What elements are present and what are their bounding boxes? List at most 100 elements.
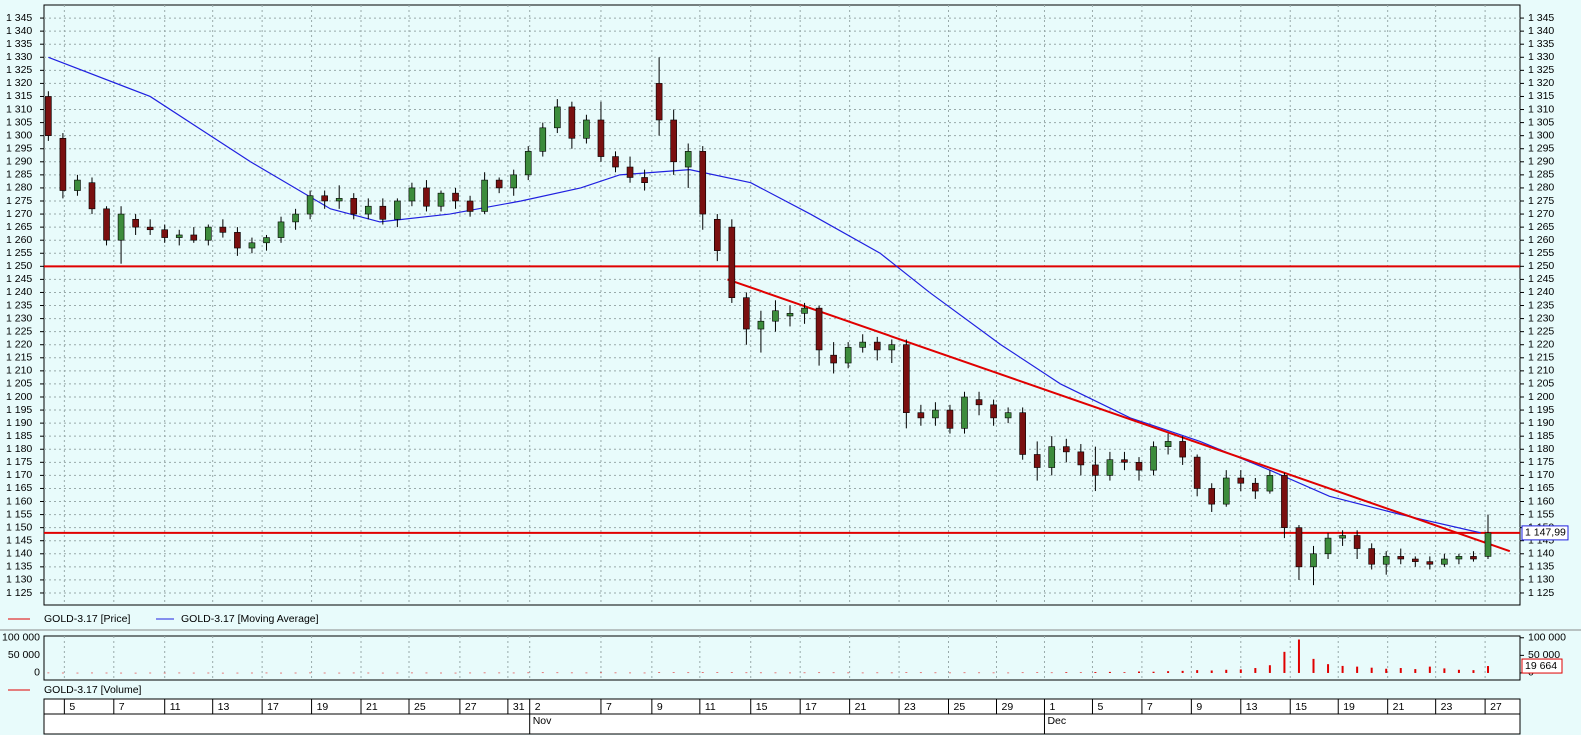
y-tick-label: 1 235 <box>1528 299 1554 311</box>
candle-body <box>1019 412 1026 455</box>
volume-bar <box>687 672 690 674</box>
candle-body <box>1092 464 1099 476</box>
y-tick-label: 1 150 <box>6 521 32 533</box>
y-tick-label: 1 195 <box>6 404 32 416</box>
y-tick-label: 1 125 <box>1528 587 1554 599</box>
y-tick-label: 1 160 <box>1528 495 1554 507</box>
volume-bar <box>1312 658 1315 673</box>
candle-body <box>583 119 590 139</box>
volume-tick-label: 100 000 <box>2 632 40 644</box>
x-tick-label: 23 <box>1441 701 1453 713</box>
volume-bar <box>1079 672 1082 673</box>
x-tick-label: 5 <box>1097 701 1103 713</box>
volume-bar <box>745 672 748 674</box>
x-tick-label: 17 <box>267 701 279 713</box>
volume-bar <box>1094 672 1097 673</box>
y-tick-label: 1 185 <box>1528 430 1554 442</box>
candle-body <box>321 195 328 202</box>
y-tick-label: 1 340 <box>6 25 32 37</box>
volume-bar <box>1341 665 1344 673</box>
y-tick-label: 1 165 <box>6 482 32 494</box>
candle-body <box>655 83 663 121</box>
candle-body <box>990 404 997 419</box>
volume-bar <box>556 672 559 674</box>
volume-bar <box>629 672 632 674</box>
volume-bar <box>1268 665 1271 673</box>
y-tick-label: 1 180 <box>1528 443 1554 455</box>
month-label: Nov <box>533 715 552 727</box>
candle-body <box>292 213 299 223</box>
y-tick-label: 1 130 <box>1528 574 1554 586</box>
x-tick-label: 21 <box>366 701 378 713</box>
x-tick-label: 25 <box>414 701 426 713</box>
volume-bar <box>818 672 821 674</box>
candle-body <box>1033 454 1041 468</box>
candle-body <box>277 221 285 238</box>
volume-bar <box>367 672 370 674</box>
candle-body <box>568 106 576 139</box>
y-tick-label: 1 185 <box>6 430 32 442</box>
candle-body <box>917 412 925 419</box>
candle-body <box>699 151 707 215</box>
volume-bar <box>963 672 966 674</box>
candle-body <box>1324 537 1332 555</box>
y-tick-label: 1 145 <box>6 534 32 546</box>
volume-bar <box>1225 669 1228 673</box>
candle-body <box>1310 553 1317 568</box>
y-tick-label: 1 310 <box>6 103 32 115</box>
candle-body <box>132 218 139 228</box>
y-tick-label: 1 345 <box>6 12 32 24</box>
volume-bar <box>1399 668 1402 673</box>
volume-tick-label: 50 000 <box>8 649 40 661</box>
volume-bar <box>250 672 253 674</box>
candle-body <box>234 232 241 249</box>
volume-bar <box>410 672 413 674</box>
volume-bar <box>236 672 239 674</box>
candle-body <box>219 226 227 233</box>
volume-bar <box>454 672 457 674</box>
volume-tick-label: 0 <box>34 667 40 679</box>
candle-body <box>1382 556 1390 565</box>
volume-bar <box>992 672 995 674</box>
y-tick-label: 1 270 <box>6 208 32 220</box>
candle-body <box>437 192 445 207</box>
volume-bar <box>541 672 544 674</box>
volume-tick-label: 50 000 <box>1528 649 1560 661</box>
candle-body <box>612 156 619 168</box>
volume-bar <box>61 672 64 674</box>
y-tick-label: 1 290 <box>6 156 32 168</box>
y-tick-label: 1 170 <box>6 469 32 481</box>
candle-body <box>59 137 67 191</box>
y-tick-label: 1 210 <box>6 365 32 377</box>
volume-bar <box>599 672 602 674</box>
x-tick-label: 15 <box>756 701 768 713</box>
candle-body <box>248 242 256 249</box>
volume-bar <box>658 672 661 673</box>
volume-bar <box>469 672 472 674</box>
candle-body <box>1150 446 1157 471</box>
candle-body <box>1237 477 1245 484</box>
y-tick-label: 1 200 <box>6 391 32 403</box>
candle-body <box>1397 556 1405 560</box>
volume-bar <box>788 672 791 674</box>
volume-bar <box>1239 669 1242 673</box>
y-tick-label: 1 215 <box>1528 352 1554 364</box>
x-tick-label: 11 <box>170 701 181 713</box>
volume-bar <box>803 672 806 674</box>
y-tick-label: 1 225 <box>1528 325 1554 337</box>
price-panel <box>43 4 1521 606</box>
candle-body <box>1077 451 1085 466</box>
volume-bar <box>643 672 646 674</box>
y-tick-label: 1 250 <box>1528 260 1554 272</box>
candle-body <box>1470 556 1477 560</box>
y-tick-label: 1 210 <box>1528 365 1554 377</box>
volume-bar <box>1472 670 1475 673</box>
x-tick-label: 27 <box>1490 701 1502 713</box>
volume-bar <box>1167 671 1170 673</box>
candle-body <box>1455 556 1463 560</box>
y-tick-label: 1 205 <box>1528 378 1554 390</box>
volume-bar <box>614 672 617 674</box>
y-tick-label: 1 130 <box>6 574 32 586</box>
y-tick-label: 1 295 <box>1528 143 1554 155</box>
